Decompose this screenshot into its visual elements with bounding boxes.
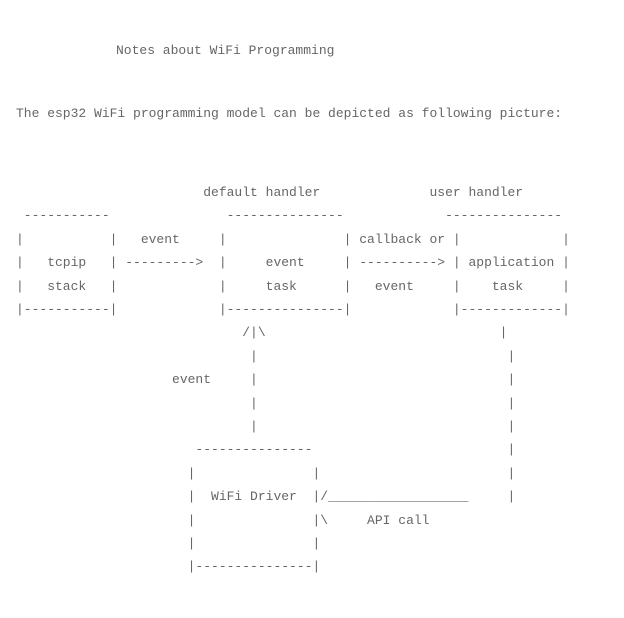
page-title: Notes about WiFi Programming [116, 43, 334, 58]
ascii-diagram-container: Notes about WiFi Programming The esp32 W… [0, 0, 624, 618]
ascii-diagram: default handler user handler -----------… [16, 181, 608, 579]
intro-text: The esp32 WiFi programming model can be … [16, 102, 608, 125]
